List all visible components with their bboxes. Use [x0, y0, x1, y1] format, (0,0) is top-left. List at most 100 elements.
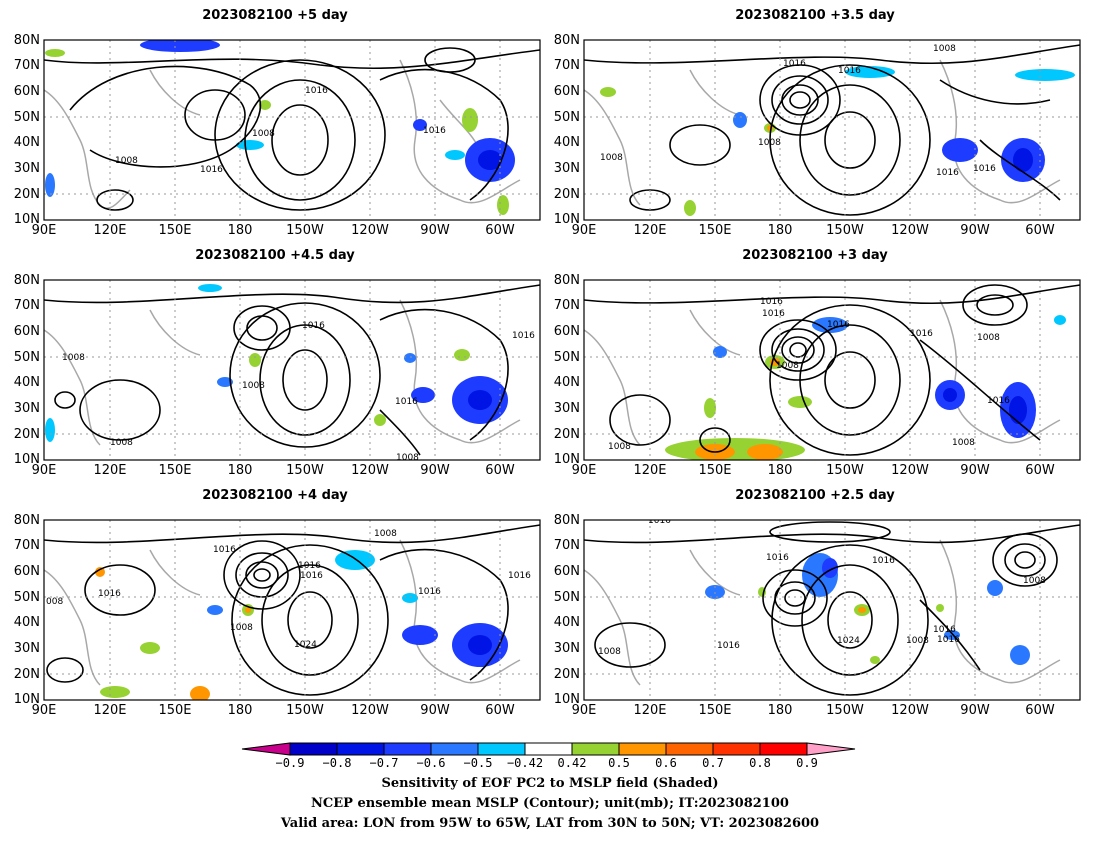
contour-label: 1016 — [762, 309, 785, 319]
contour-label: 008 — [46, 597, 63, 607]
panel-plus3day: 2023082100 +3 day — [540, 240, 1090, 480]
panel-plus2p5day: 2023082100 +2.5 day — [540, 480, 1090, 720]
contour-label: 1016 — [933, 625, 956, 635]
x-tick: 120E — [633, 703, 667, 718]
gridlines — [44, 520, 540, 700]
contour-label: 1016 — [512, 331, 535, 341]
x-tick: 90E — [571, 223, 597, 238]
x-tick: 90E — [31, 703, 57, 718]
contour-label: 1016 — [423, 126, 446, 136]
x-tick: 180 — [227, 223, 253, 238]
contour-label: 1008 — [776, 361, 799, 371]
y-tick: 10N — [13, 692, 40, 707]
x-tick: 150E — [698, 463, 732, 478]
coastline — [44, 59, 521, 210]
colorbar-tick-label: −0.8 — [322, 756, 352, 770]
colorbar-segment — [618, 742, 667, 756]
x-tick: 150W — [286, 703, 324, 718]
y-tick: 50N — [13, 350, 40, 365]
y-tick: 50N — [13, 110, 40, 125]
x-tick: 120W — [351, 703, 389, 718]
colorbar-tick-label: −0.42 — [506, 756, 544, 770]
contour-label: 1016 — [305, 86, 328, 96]
x-tick: 150W — [826, 463, 864, 478]
y-tick: 10N — [553, 452, 580, 467]
y-tick: 80N — [13, 33, 40, 48]
colorbar-segment — [571, 742, 620, 756]
colorbar-tick-label: −0.6 — [416, 756, 446, 770]
x-tick: 120W — [891, 703, 929, 718]
x-tick: 150E — [158, 703, 192, 718]
colorbar-segment — [712, 742, 761, 756]
colorbar-tick-label: −0.7 — [369, 756, 399, 770]
panel-plus4p5day: 2023082100 +4.5 day — [0, 240, 550, 480]
x-tick: 180 — [767, 463, 793, 478]
x-tick: 150W — [826, 223, 864, 238]
y-tick: 40N — [553, 615, 580, 630]
x-tick: 180 — [767, 223, 793, 238]
colorbar-segment — [759, 742, 808, 756]
contour-label: 1016 — [200, 165, 223, 175]
y-tick: 30N — [13, 401, 40, 416]
mslp-contours — [584, 284, 1080, 456]
contour-label: 1016 — [987, 396, 1010, 406]
colorbar-max-arrow — [806, 742, 856, 756]
y-tick: 50N — [553, 350, 580, 365]
colorbar-tick-label: 0.42 — [557, 756, 587, 770]
contour-label: 1008 — [600, 153, 623, 163]
contour-label: 1016 — [395, 397, 418, 407]
x-tick: 120E — [93, 223, 127, 238]
y-tick: 50N — [553, 590, 580, 605]
y-tick: 30N — [553, 401, 580, 416]
contour-label: 1008 — [598, 647, 621, 657]
x-tick: 60W — [485, 463, 515, 478]
y-tick: 20N — [13, 187, 40, 202]
contour-label: 1008 — [977, 333, 1000, 343]
colorbar-segment — [430, 742, 479, 756]
colorbar — [241, 742, 856, 756]
y-tick: 70N — [553, 298, 580, 313]
y-tick: 40N — [13, 375, 40, 390]
colorbar-min-arrow — [241, 742, 291, 756]
y-tick: 40N — [13, 615, 40, 630]
y-tick: 20N — [13, 427, 40, 442]
y-tick: 70N — [13, 298, 40, 313]
colorbar-tick-label: −0.5 — [463, 756, 493, 770]
coastline — [584, 59, 1061, 206]
y-tick: 60N — [13, 564, 40, 579]
sensitivity-shading — [600, 66, 1075, 216]
panel-title: 2023082100 +3 day — [742, 248, 888, 263]
contour-label: 1008 — [230, 623, 253, 633]
gridlines — [44, 40, 540, 220]
y-tick: 80N — [553, 33, 580, 48]
contour-label: 1008 — [110, 438, 133, 448]
colorbar-segment — [383, 742, 432, 756]
sensitivity-shading — [95, 550, 508, 700]
y-tick: 30N — [553, 641, 580, 656]
map-plot: 1016 1008 1016 1008 1016 — [43, 39, 541, 221]
colorbar-tick-label: 0.6 — [655, 756, 677, 770]
colorbar-segment — [289, 742, 338, 756]
contour-label: 1016 — [298, 561, 321, 571]
x-tick: 150E — [698, 223, 732, 238]
y-tick: 50N — [13, 590, 40, 605]
contour-label: 1008 — [396, 453, 419, 463]
contour-label: 1008 — [115, 156, 138, 166]
colorbar-tick-label: 0.5 — [608, 756, 630, 770]
gridlines — [44, 280, 540, 460]
y-tick: 20N — [553, 427, 580, 442]
y-tick: 60N — [553, 84, 580, 99]
x-tick: 60W — [1025, 223, 1055, 238]
sensitivity-shading — [45, 284, 508, 442]
contour-label: 1016 — [766, 553, 789, 563]
gridlines — [584, 520, 1080, 700]
panel-title: 2023082100 +3.5 day — [735, 8, 895, 23]
contour-label: 1008 — [1023, 576, 1046, 586]
x-tick: 150E — [698, 703, 732, 718]
gridlines — [584, 280, 1080, 460]
contour-label: 1016 — [872, 556, 895, 566]
x-tick: 90W — [960, 223, 990, 238]
x-tick: 90E — [571, 463, 597, 478]
x-tick: 120W — [891, 463, 929, 478]
x-tick: 120E — [633, 463, 667, 478]
